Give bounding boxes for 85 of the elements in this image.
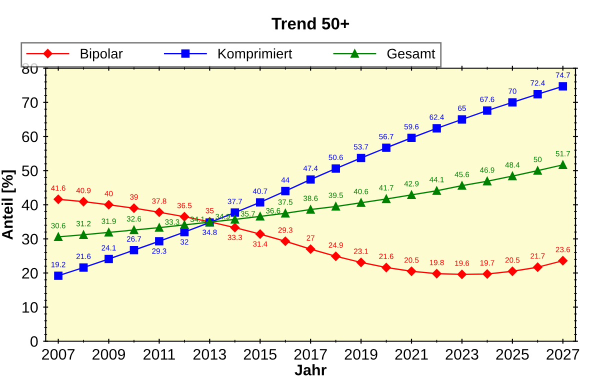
point (558, 82, 568, 91)
x-tick-label: 2015 (244, 348, 276, 360)
y-tick-label: 10 (22, 302, 38, 313)
point (104, 254, 113, 264)
point (230, 215, 240, 224)
point (155, 223, 164, 232)
point (281, 209, 290, 218)
point (533, 262, 542, 272)
point (54, 232, 62, 241)
point (483, 106, 492, 115)
point (432, 124, 441, 132)
x-tick-label: 2021 (395, 348, 428, 360)
x-tick-label: 2009 (92, 348, 126, 360)
point (458, 181, 466, 190)
point (356, 154, 366, 162)
point (180, 220, 189, 230)
point (407, 134, 416, 142)
point (306, 205, 315, 214)
point (154, 208, 164, 217)
point (104, 228, 113, 237)
point (483, 177, 492, 186)
point (382, 262, 391, 272)
x-tick-label: 2017 (294, 348, 327, 360)
y-tick-label: 20 (22, 268, 38, 279)
point (356, 258, 366, 268)
point (533, 166, 542, 175)
y-axis-title: Anteil [%] (2, 170, 16, 240)
chart-title: Trend 50+ (272, 17, 350, 30)
point (78, 197, 88, 206)
y-tick-label: 70 (22, 97, 38, 108)
x-tick-label: 2011 (144, 348, 175, 360)
point (130, 246, 138, 254)
point (155, 237, 164, 246)
point (356, 198, 366, 207)
point (180, 212, 190, 222)
point (382, 144, 390, 152)
point (332, 202, 340, 211)
point (406, 266, 416, 276)
x-tick-label: 2019 (344, 348, 378, 360)
point (230, 208, 240, 217)
point (256, 229, 265, 239)
point (432, 269, 442, 278)
x-tick-label: 2013 (193, 348, 226, 360)
x-tick-label: 2025 (496, 348, 529, 360)
point (458, 115, 466, 124)
point (129, 204, 139, 213)
y-tick-label: 60 (22, 131, 38, 142)
point (457, 270, 467, 279)
y-tick-label: 40 (22, 200, 38, 210)
point (508, 98, 517, 107)
x-tick-label: 2023 (446, 348, 478, 360)
point (331, 252, 340, 261)
point (533, 90, 542, 98)
point (280, 236, 290, 246)
point (558, 160, 568, 169)
y-tick-label: 50 (22, 165, 38, 176)
point (508, 172, 517, 180)
point (432, 186, 441, 195)
point (382, 194, 390, 204)
x-tick-label: 2007 (42, 348, 75, 360)
y-tick-label: 0 (30, 336, 38, 347)
legend-label: Bipolar (80, 48, 123, 62)
point (306, 175, 315, 184)
point (508, 266, 518, 276)
point (558, 256, 568, 266)
point (54, 194, 63, 204)
point (256, 212, 264, 221)
legend-label: Gesamt (387, 48, 436, 59)
point (79, 263, 88, 272)
x-tick-label: 2027 (546, 348, 580, 360)
point (54, 272, 62, 280)
legend-label: Komprimiert (218, 48, 292, 62)
point (230, 222, 240, 232)
point (482, 269, 492, 279)
point (281, 186, 290, 196)
point (79, 230, 88, 239)
point (130, 226, 138, 234)
point (256, 198, 264, 207)
point (306, 244, 316, 254)
point (332, 164, 340, 173)
point (407, 190, 416, 200)
y-tick-label: 30 (22, 234, 38, 245)
point (104, 200, 114, 210)
x-axis-title: Jahr (294, 364, 326, 376)
y-tick-label: 80 (22, 63, 38, 74)
